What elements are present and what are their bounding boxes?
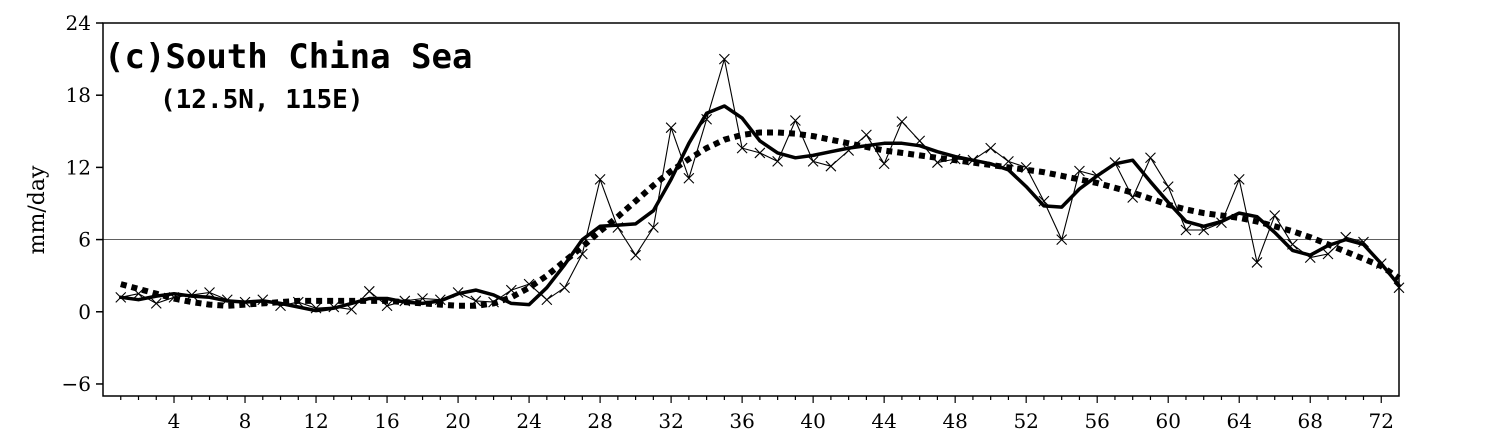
- x-marker-point: [1322, 248, 1334, 260]
- plot-frame: [102, 22, 1400, 397]
- x-marker-point: [1003, 155, 1014, 167]
- x-tick-label: 24: [516, 409, 541, 433]
- x-marker-point: [896, 116, 908, 128]
- x-marker-point: [1180, 224, 1192, 236]
- x-marker-point: [878, 158, 890, 170]
- x-tick-label: 36: [729, 409, 754, 433]
- y-tick-label: 6: [78, 228, 91, 252]
- x-tick-label: 60: [1155, 409, 1180, 433]
- x-tick-label: 28: [587, 409, 612, 433]
- x-marker-point: [683, 172, 695, 184]
- x-tick-label: 16: [374, 409, 399, 433]
- series-group: [115, 53, 1405, 315]
- x-marker-point: [150, 297, 162, 309]
- x-tick-label: 72: [1369, 409, 1394, 433]
- x-tick-label: 8: [239, 409, 252, 433]
- x-tick-label: 40: [800, 409, 825, 433]
- x-marker-point: [772, 155, 784, 167]
- x-marker-point: [1056, 234, 1068, 245]
- y-tick-label: 24: [66, 11, 91, 35]
- x-marker-point: [363, 285, 375, 297]
- x-marker-point: [1233, 174, 1245, 185]
- x-marker-point: [736, 142, 748, 154]
- y-tick-label: 18: [66, 83, 91, 107]
- x-tick-label: 52: [1013, 409, 1038, 433]
- x-marker-point: [754, 147, 766, 159]
- x-marker-point: [1269, 210, 1281, 221]
- x-marker-point: [718, 53, 730, 65]
- x-marker-point: [807, 155, 819, 167]
- x-marker-point: [985, 142, 997, 154]
- x-marker-point: [541, 294, 553, 306]
- x-marker-point: [630, 249, 641, 261]
- x-tick-label: 12: [303, 409, 328, 433]
- x-marker-point: [559, 282, 570, 294]
- x-tick-label: 56: [1084, 409, 1109, 433]
- x-marker-point: [825, 160, 837, 172]
- x-marker-point: [647, 222, 659, 233]
- y-tick-label: 0: [78, 300, 91, 324]
- x-tick-label: 4: [168, 409, 181, 433]
- chart-subtitle: (12.5N, 115E): [160, 85, 364, 115]
- x-tick-label: 44: [871, 409, 896, 433]
- y-axis-label-group: mm/day: [25, 165, 50, 254]
- x-tick-label: 32: [658, 409, 683, 433]
- x-marker-point: [1358, 236, 1369, 248]
- x-marker-point: [594, 174, 606, 185]
- x-marker-point: [789, 115, 801, 126]
- x-tick-label: 68: [1298, 409, 1323, 433]
- x-marker-point: [1145, 152, 1156, 164]
- x-tick-label: 48: [942, 409, 967, 433]
- series-line-2: [119, 104, 1401, 313]
- x-marker-point: [1074, 165, 1085, 177]
- y-axis-label: mm/day: [25, 165, 50, 254]
- chart-title: (c)South China Sea: [104, 37, 472, 77]
- series-line-3: [120, 129, 1401, 309]
- x-tick-label: 20: [445, 409, 470, 433]
- x-marker-point: [1162, 181, 1174, 193]
- x-tick-label: 64: [1226, 409, 1251, 433]
- y-tick-label: −6: [62, 372, 91, 396]
- x-marker-point: [861, 129, 872, 141]
- y-tick-label: 12: [66, 155, 91, 179]
- x-marker-point: [665, 122, 677, 134]
- x-marker-point: [1251, 257, 1263, 268]
